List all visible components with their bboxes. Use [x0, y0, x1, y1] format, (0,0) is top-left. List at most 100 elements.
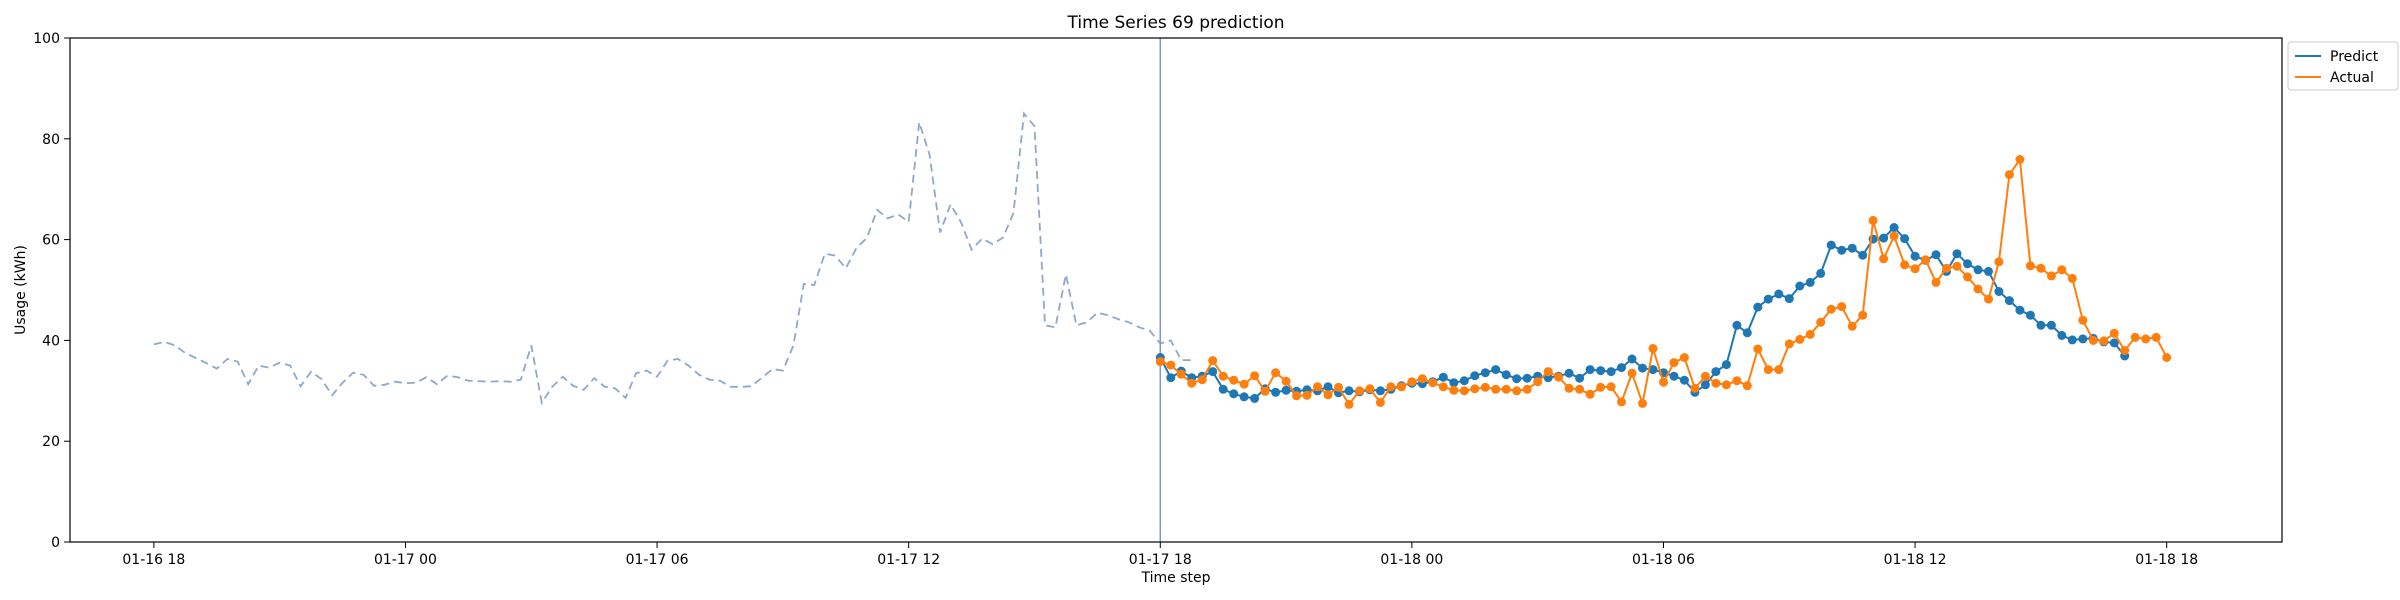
actual-point	[1669, 358, 1679, 368]
actual-point	[1491, 384, 1501, 394]
actual-point	[1313, 382, 1322, 392]
actual-point	[1365, 384, 1375, 394]
predict-point	[1501, 370, 1511, 380]
predict-point	[1229, 389, 1239, 399]
actual-point	[1459, 386, 1469, 396]
actual-point	[2130, 332, 2140, 342]
actual-point	[1973, 284, 1983, 294]
actual-point	[1470, 384, 1480, 394]
predict-point	[1732, 320, 1742, 330]
predict-point	[1250, 393, 1260, 403]
actual-point	[1805, 329, 1815, 339]
y-axis-title: Usage (kWh)	[13, 245, 29, 335]
predict-point	[1805, 277, 1815, 287]
actual-point	[1197, 375, 1207, 385]
x-tick-label: 01-16 18	[122, 552, 185, 568]
legend-label-actual: Actual	[2330, 70, 2374, 86]
predict-point	[1721, 360, 1731, 370]
actual-point	[1648, 344, 1658, 353]
actual-point	[1187, 378, 1197, 388]
predict-point	[1575, 373, 1585, 383]
actual-point	[2109, 328, 2119, 338]
actual-point	[1396, 382, 1406, 392]
predict-point	[1711, 367, 1721, 377]
predict-point	[1900, 234, 1910, 244]
x-tick-label: 01-17 00	[374, 552, 437, 568]
predict-point	[1826, 240, 1836, 250]
x-tick-label: 01-18 00	[1380, 552, 1443, 568]
actual-point	[1407, 377, 1417, 387]
actual-point	[1239, 379, 1249, 389]
actual-point	[1260, 386, 1270, 396]
actual-point	[1795, 334, 1805, 344]
predict-point	[1239, 392, 1249, 402]
y-tick-label: 60	[42, 233, 60, 249]
predict-point	[1879, 233, 1889, 243]
predict-point	[1742, 328, 1752, 338]
actual-point	[2015, 155, 2025, 164]
predict-point	[1208, 367, 1218, 377]
predict-point	[1596, 366, 1606, 376]
actual-point	[1994, 257, 2004, 267]
predict-point	[1323, 382, 1333, 392]
actual-point	[1952, 261, 1962, 271]
predict-point	[1344, 386, 1354, 396]
predict-point	[2067, 335, 2077, 345]
predict-point	[1449, 378, 1459, 388]
actual-point	[1501, 384, 1511, 394]
predict-point	[1847, 243, 1857, 253]
actual-point	[1879, 254, 1889, 264]
predict-point	[1617, 363, 1626, 373]
actual-point	[2004, 170, 2014, 180]
predict-point	[1952, 249, 1962, 259]
x-axis-title: Time step	[1141, 570, 1211, 586]
actual-point	[1837, 302, 1847, 312]
predict-point	[1375, 386, 1385, 396]
predict-point	[1564, 368, 1574, 378]
actual-point	[2025, 261, 2035, 271]
legend-label-predict: Predict	[2330, 49, 2379, 65]
actual-point	[1617, 397, 1626, 407]
legend: Predict Actual	[2287, 41, 2399, 91]
actual-point	[1292, 391, 1302, 401]
actual-point	[1711, 378, 1721, 388]
actual-point	[1659, 377, 1668, 387]
actual-point	[1302, 390, 1312, 400]
actual-point	[1984, 294, 1993, 304]
actual-point	[2078, 315, 2088, 325]
actual-point	[1554, 372, 1564, 382]
predict-point	[1910, 251, 1920, 261]
predict-point	[1679, 375, 1689, 385]
predict-point	[1795, 281, 1805, 291]
actual-point	[1438, 382, 1448, 392]
actual-point	[1732, 376, 1742, 386]
x-tick-label: 01-17 06	[626, 552, 689, 568]
actual-point	[1218, 371, 1228, 381]
actual-point	[1281, 376, 1291, 386]
predict-point	[2036, 320, 2046, 330]
actual-point	[2162, 353, 2172, 362]
actual-point	[1816, 317, 1826, 327]
actual-point	[1334, 382, 1343, 392]
actual-point	[1910, 264, 1920, 274]
x-axis: 01-16 18 01-17 00 01-17 06 01-17 12 01-17 18…	[122, 542, 2198, 568]
predict-point	[2078, 334, 2088, 344]
predict-point	[2015, 305, 2025, 315]
x-tick-label: 01-17 18	[1129, 552, 1192, 568]
actual-point	[2036, 263, 2046, 273]
history-line	[153, 111, 1192, 406]
predict-point	[1973, 265, 1983, 275]
y-tick-label: 20	[42, 434, 60, 450]
actual-point	[1700, 371, 1710, 381]
actual-point	[1858, 310, 1868, 320]
actual-point	[1721, 380, 1731, 390]
actual-point	[1900, 260, 1910, 270]
x-tick-label: 01-18 12	[1884, 552, 1947, 568]
x-tick-label: 01-17 12	[877, 552, 940, 568]
predict-point	[1480, 368, 1490, 378]
predict-point	[1459, 376, 1469, 386]
predict-point	[1606, 367, 1616, 377]
actual-point	[1208, 356, 1218, 366]
actual-point	[2120, 346, 2130, 355]
